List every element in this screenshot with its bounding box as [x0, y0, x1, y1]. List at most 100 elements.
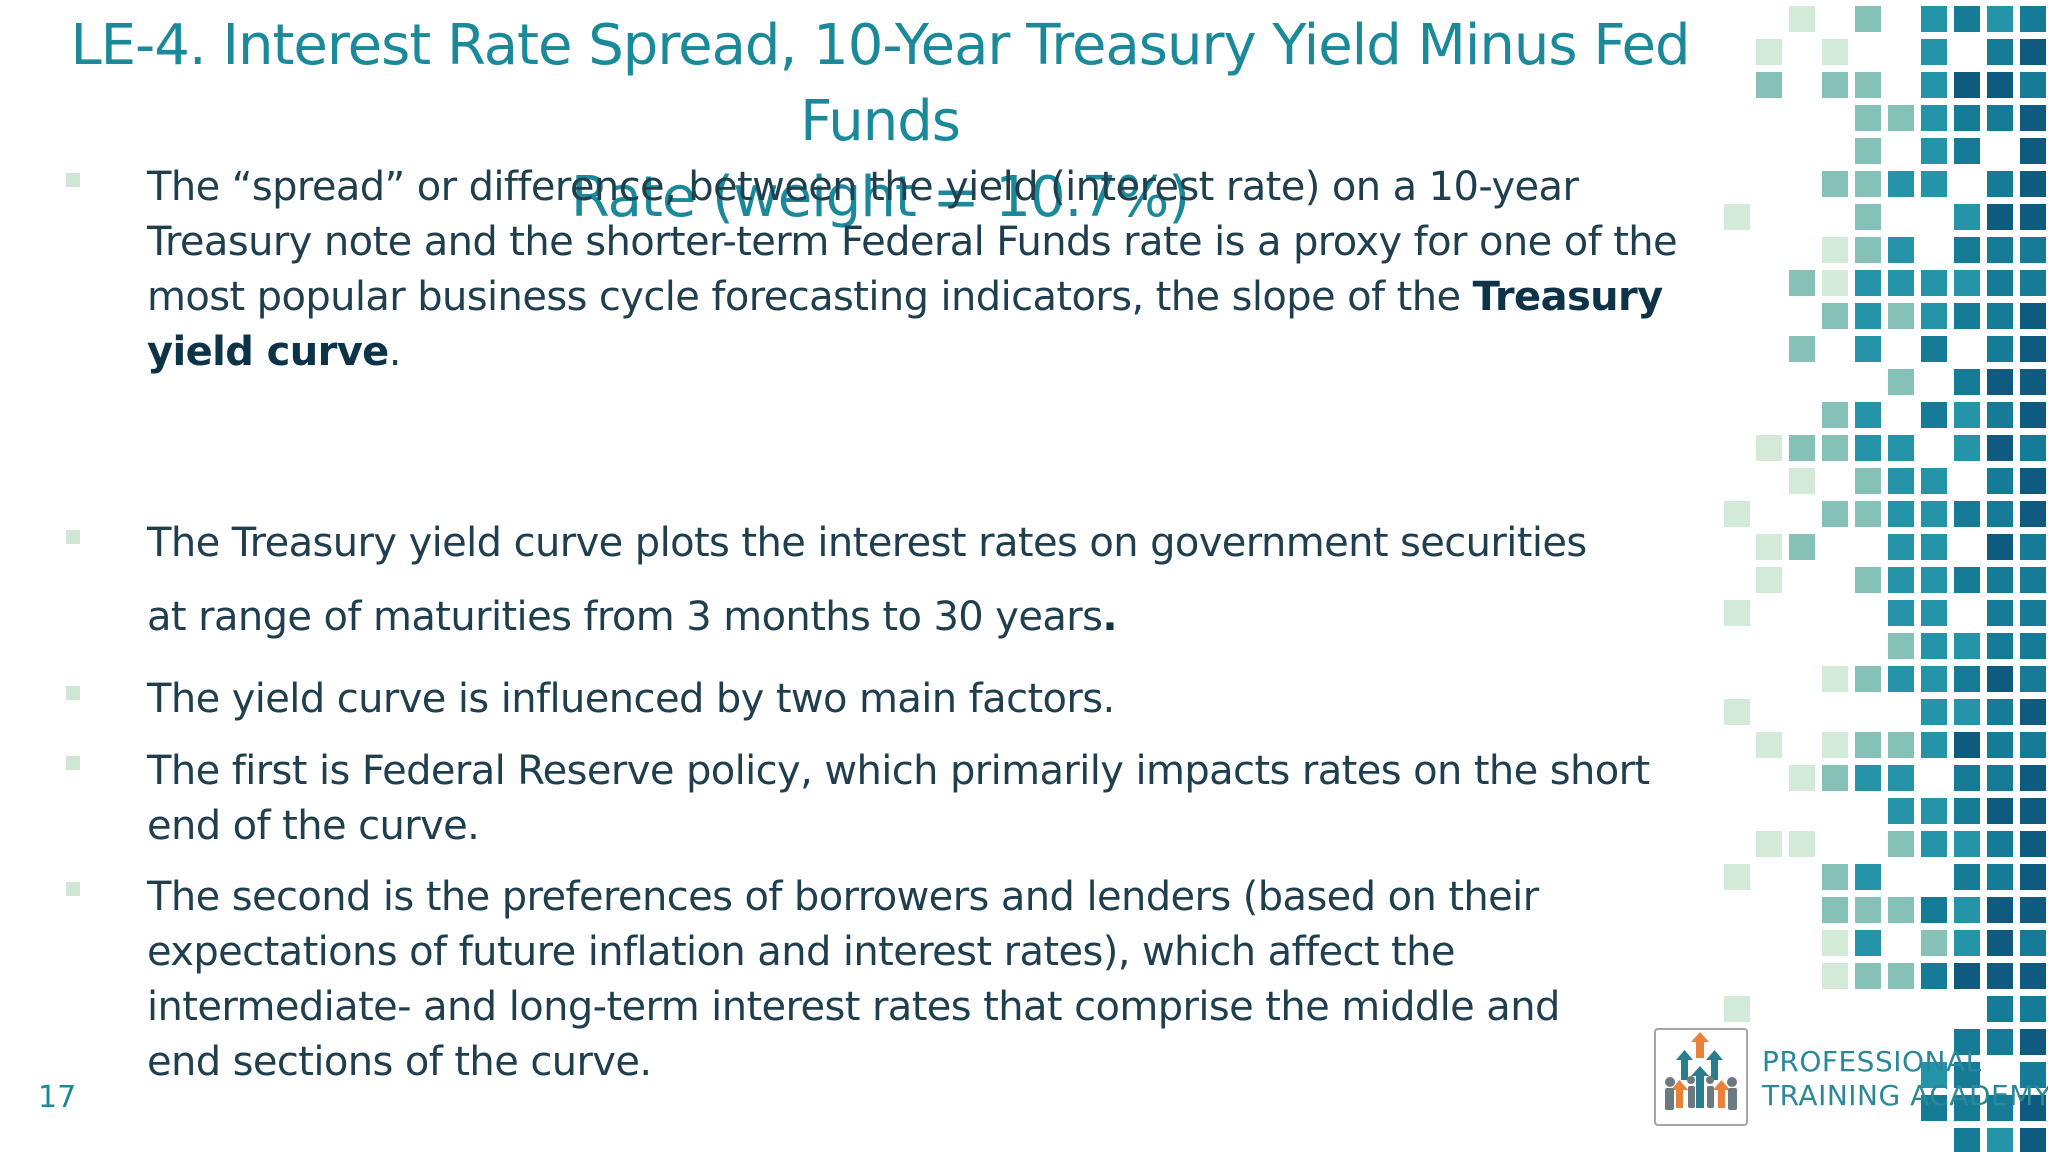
- mosaic-tile: [1756, 534, 1782, 560]
- bullet-marker-icon: [66, 882, 80, 896]
- mosaic-tile: [2020, 633, 2046, 659]
- mosaic-tile: [1789, 765, 1815, 791]
- mosaic-tile: [2020, 435, 2046, 461]
- mosaic-tile: [1789, 468, 1815, 494]
- mosaic-tile: [1855, 402, 1881, 428]
- mosaic-tile: [1888, 105, 1914, 131]
- mosaic-tile: [1822, 402, 1848, 428]
- mosaic-tile: [2020, 963, 2046, 989]
- mosaic-tile: [1822, 237, 1848, 263]
- mosaic-tile: [1921, 897, 1947, 923]
- bullet-text: The first is Federal Reserve policy, whi…: [147, 744, 1687, 854]
- mosaic-tile: [1822, 72, 1848, 98]
- mosaic-tile: [1756, 831, 1782, 857]
- mosaic-tile: [1855, 303, 1881, 329]
- mosaic-tile: [1987, 633, 2013, 659]
- mosaic-tile: [2020, 798, 2046, 824]
- mosaic-tile: [2020, 39, 2046, 65]
- mosaic-tile: [1921, 666, 1947, 692]
- mosaic-tile: [1822, 666, 1848, 692]
- mosaic-tile: [1855, 204, 1881, 230]
- mosaic-tile: [1855, 501, 1881, 527]
- mosaic-tile: [1724, 501, 1750, 527]
- mosaic-tile: [1855, 6, 1881, 32]
- mosaic-tile: [1855, 72, 1881, 98]
- mosaic-tile: [1954, 666, 1980, 692]
- mosaic-tile: [1921, 798, 1947, 824]
- mosaic-tile: [1855, 930, 1881, 956]
- mosaic-tile: [2020, 6, 2046, 32]
- mosaic-tile: [2020, 270, 2046, 296]
- mosaic-tile: [1954, 831, 1980, 857]
- mosaic-tile: [1954, 270, 1980, 296]
- mosaic-tile: [2020, 336, 2046, 362]
- mosaic-tile: [1954, 798, 1980, 824]
- mosaic-tile: [1822, 963, 1848, 989]
- mosaic-tile: [1822, 897, 1848, 923]
- mosaic-tile: [2020, 567, 2046, 593]
- mosaic-tile: [1921, 171, 1947, 197]
- mosaic-tile: [1987, 237, 2013, 263]
- mosaic-tile: [1921, 138, 1947, 164]
- mosaic-tile: [1954, 435, 1980, 461]
- mosaic-tile: [1954, 501, 1980, 527]
- mosaic-tile: [1789, 831, 1815, 857]
- mosaic-tile: [1888, 237, 1914, 263]
- mosaic-tile: [1756, 567, 1782, 593]
- mosaic-tile: [1724, 600, 1750, 626]
- logo-badge: [1654, 1028, 1748, 1126]
- mosaic-tile: [1987, 435, 2013, 461]
- mosaic-tile: [1987, 204, 2013, 230]
- mosaic-tile: [1987, 336, 2013, 362]
- mosaic-tile: [1954, 1128, 1980, 1152]
- mosaic-tile: [1987, 39, 2013, 65]
- bullet-text-part: The first is Federal Reserve policy, whi…: [147, 748, 1650, 849]
- mosaic-tile: [2020, 930, 2046, 956]
- bullet-marker-icon: [66, 686, 80, 700]
- bullet-text-part: The Treasury yield curve plots the inter…: [147, 520, 1587, 640]
- mosaic-tile: [1888, 534, 1914, 560]
- bullet-text-part: The yield curve is influenced by two mai…: [147, 676, 1115, 722]
- mosaic-tile: [1954, 105, 1980, 131]
- mosaic-tile: [1987, 798, 2013, 824]
- mosaic-tile: [1888, 171, 1914, 197]
- mosaic-tile: [1987, 864, 2013, 890]
- mosaic-tile: [1822, 732, 1848, 758]
- mosaic-tile: [1954, 930, 1980, 956]
- mosaic-tile: [1987, 666, 2013, 692]
- mosaic-tile: [1987, 303, 2013, 329]
- mosaic-tile: [1954, 897, 1980, 923]
- bullet-marker-icon: [66, 173, 80, 187]
- slide-title-line-2: Rate (weight = 10.7%): [570, 165, 1190, 230]
- bullet-text: The “spread” or difference, between the …: [147, 160, 1687, 380]
- logo-text-line-1: PROFESSIONAL: [1762, 1045, 1982, 1078]
- mosaic-tile: [1822, 303, 1848, 329]
- mosaic-tile: [1921, 39, 1947, 65]
- slide-number: 17: [38, 1080, 77, 1115]
- mosaic-tile: [1888, 798, 1914, 824]
- mosaic-tile: [2020, 204, 2046, 230]
- mosaic-tile: [1921, 270, 1947, 296]
- mosaic-tile: [1954, 138, 1980, 164]
- mosaic-tile: [2020, 468, 2046, 494]
- mosaic-tile: [1921, 336, 1947, 362]
- mosaic-tile: [1921, 567, 1947, 593]
- mosaic-tile: [1756, 72, 1782, 98]
- mosaic-tile: [1855, 468, 1881, 494]
- mosaic-tile: [1888, 963, 1914, 989]
- mosaic-tile: [2020, 138, 2046, 164]
- mosaic-tile: [1855, 435, 1881, 461]
- mosaic-tile: [1921, 732, 1947, 758]
- mosaic-tile: [1855, 105, 1881, 131]
- mosaic-tile: [1789, 534, 1815, 560]
- mosaic-tile: [2020, 996, 2046, 1022]
- bullet-text: The Treasury yield curve plots the inter…: [147, 506, 1597, 654]
- mosaic-tile: [1822, 270, 1848, 296]
- mosaic-tile: [1954, 402, 1980, 428]
- mosaic-tile: [1987, 105, 2013, 131]
- mosaic-tile: [1855, 666, 1881, 692]
- mosaic-tile: [1888, 468, 1914, 494]
- mosaic-tile: [1921, 633, 1947, 659]
- mosaic-tile: [1987, 1128, 2013, 1152]
- mosaic-tile: [1789, 270, 1815, 296]
